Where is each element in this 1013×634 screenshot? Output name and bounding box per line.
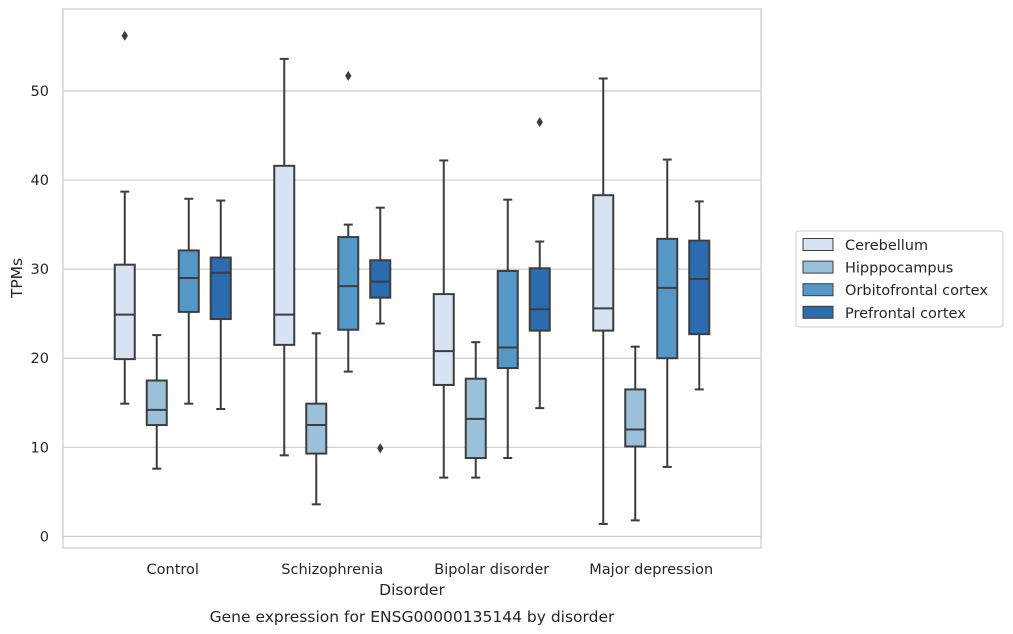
box-hipppocampus xyxy=(464,341,487,479)
box-body xyxy=(145,379,168,427)
box-body xyxy=(624,388,647,448)
box-body xyxy=(273,164,296,346)
x-axis-label: Disorder xyxy=(379,581,445,599)
x-tick-label: Bipolar disorder xyxy=(434,562,549,578)
y-tick-label: 30 xyxy=(31,262,49,278)
legend: Cerebellum Hipppocampus Orbitofrontal cort… xyxy=(795,230,1004,328)
legend-swatch xyxy=(802,283,834,297)
box-body xyxy=(592,194,615,332)
box-orbitofrontal-cortex xyxy=(496,198,519,460)
box-series xyxy=(113,30,711,525)
box-prefrontal-cortex xyxy=(688,200,711,391)
legend-label: Prefrontal cortex xyxy=(845,306,966,322)
box-cerebellum xyxy=(592,77,615,525)
box-body xyxy=(177,249,200,313)
box-body xyxy=(656,237,679,360)
legend-label: Cerebellum xyxy=(845,238,928,254)
x-tick-labels: Control Schizophrenia Bipolar disorder Majo… xyxy=(147,562,714,578)
chart-title: Gene expression for ENSG00000135144 by d… xyxy=(210,608,615,626)
box-hipppocampus xyxy=(305,332,328,506)
box-prefrontal-cortex xyxy=(209,199,232,411)
box-cerebellum xyxy=(113,30,136,405)
box-hipppocampus xyxy=(624,345,647,522)
legend-label: Orbitofrontal cortex xyxy=(845,283,988,299)
box-body xyxy=(337,236,360,331)
legend-entries: Cerebellum Hipppocampus Orbitofrontal cort… xyxy=(802,238,988,322)
box-body xyxy=(305,402,328,455)
y-tick-label: 10 xyxy=(31,440,49,456)
box-body xyxy=(369,259,392,299)
outlier-point xyxy=(345,70,352,81)
x-tick-label: Control xyxy=(147,562,199,578)
box-orbitofrontal-cortex xyxy=(656,158,679,468)
outlier-point xyxy=(536,117,543,128)
legend-frame xyxy=(795,230,1004,328)
box-body xyxy=(496,269,519,370)
x-tick-label: Major depression xyxy=(589,562,713,578)
box-body xyxy=(113,263,136,361)
box-body xyxy=(209,256,232,321)
plot-frame xyxy=(62,8,762,549)
legend-label: Hipppocampus xyxy=(845,261,953,277)
legend-swatch xyxy=(802,238,834,251)
box-body xyxy=(528,267,551,332)
y-tick-label: 50 xyxy=(31,84,49,100)
y-tick-label: 0 xyxy=(40,529,49,545)
box-orbitofrontal-cortex xyxy=(337,70,360,373)
legend-swatch xyxy=(802,260,834,274)
outlier-point xyxy=(121,30,128,41)
box-body xyxy=(432,293,455,386)
box-orbitofrontal-cortex xyxy=(177,197,200,405)
outlier-point xyxy=(377,443,384,454)
box-prefrontal-cortex xyxy=(528,117,551,410)
box-body xyxy=(688,239,711,336)
box-prefrontal-cortex xyxy=(369,206,392,454)
x-tick-label: Schizophrenia xyxy=(281,562,383,578)
legend-swatch xyxy=(802,305,834,319)
box-cerebellum xyxy=(432,159,455,479)
box-cerebellum xyxy=(273,57,296,457)
box-hipppocampus xyxy=(145,334,168,470)
y-tick-label: 40 xyxy=(31,173,49,189)
y-tick-label: 20 xyxy=(31,351,49,367)
y-tick-labels: 0 10 20 30 40 50 xyxy=(31,84,49,545)
y-axis-label: TPMs xyxy=(8,258,26,299)
